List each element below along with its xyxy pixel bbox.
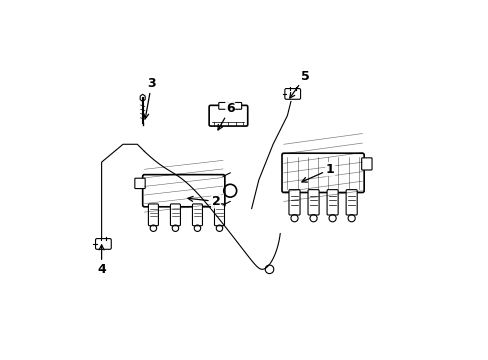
FancyBboxPatch shape bbox=[285, 89, 300, 99]
FancyBboxPatch shape bbox=[135, 178, 145, 189]
FancyBboxPatch shape bbox=[326, 190, 338, 215]
FancyBboxPatch shape bbox=[170, 204, 180, 226]
FancyBboxPatch shape bbox=[209, 105, 247, 126]
FancyBboxPatch shape bbox=[282, 153, 364, 193]
FancyBboxPatch shape bbox=[231, 103, 241, 109]
FancyBboxPatch shape bbox=[346, 190, 356, 215]
FancyBboxPatch shape bbox=[307, 190, 319, 215]
FancyBboxPatch shape bbox=[214, 204, 224, 226]
FancyBboxPatch shape bbox=[288, 190, 300, 215]
Text: 2: 2 bbox=[187, 195, 220, 208]
Text: 5: 5 bbox=[289, 70, 309, 98]
FancyBboxPatch shape bbox=[218, 103, 229, 109]
Text: 1: 1 bbox=[301, 163, 334, 182]
Text: 3: 3 bbox=[143, 77, 156, 119]
FancyBboxPatch shape bbox=[192, 204, 202, 226]
FancyBboxPatch shape bbox=[142, 175, 224, 207]
FancyBboxPatch shape bbox=[361, 158, 371, 170]
Text: 4: 4 bbox=[97, 245, 106, 276]
Text: 6: 6 bbox=[218, 102, 234, 130]
FancyBboxPatch shape bbox=[148, 204, 158, 226]
FancyBboxPatch shape bbox=[95, 239, 111, 249]
